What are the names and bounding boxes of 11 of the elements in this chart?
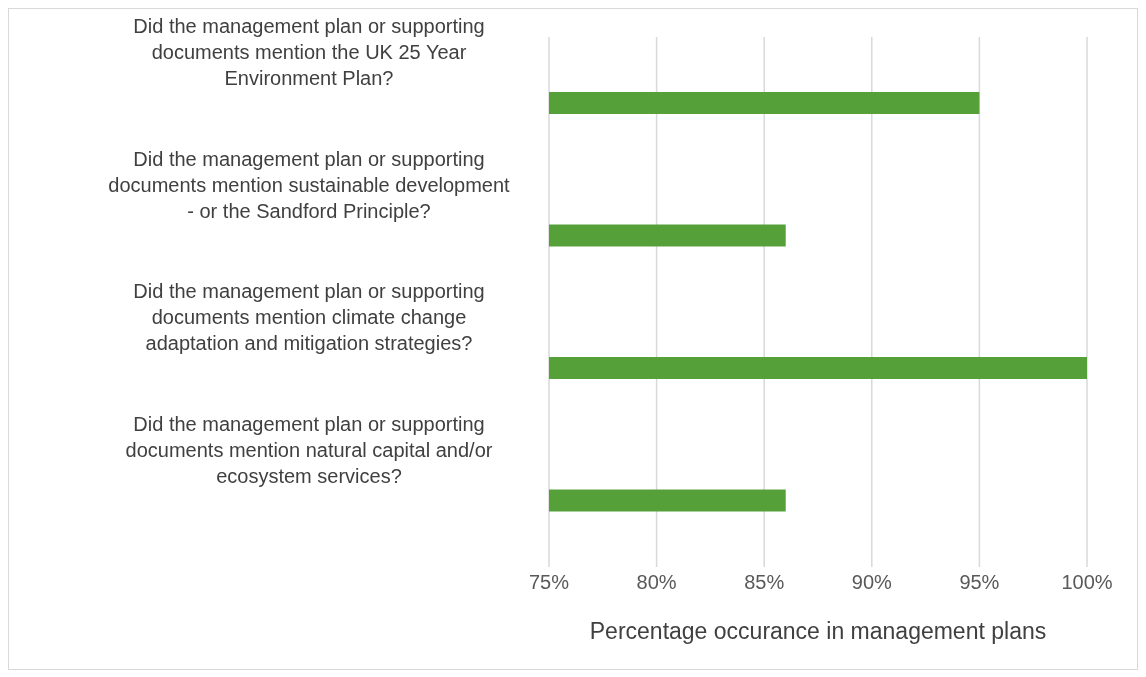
x-axis-title: Percentage occurance in management plans [589, 618, 1047, 644]
y-tick-label: Did the management plan or supporting documents mention sustainable development - or the Sandford Principle? [108, 147, 511, 222]
y-tick-label: Did the management plan or supporting documents mention the UK 25 Year Environment Plan? [133, 15, 485, 90]
x-tick-label: 100% [1061, 571, 1113, 594]
x-tick-label: 85% [744, 571, 785, 594]
x-tick-label: 75% [528, 571, 570, 594]
y-tick-label: Did the management plan or supporting documents mention climate change adaptation and mitigation strategies? [133, 280, 485, 355]
x-tick-label: 80% [636, 571, 677, 594]
x-tick-label: 90% [851, 571, 893, 594]
y-tick-label: Did the management plan or supporting documents mention natural capital and/or ecosystem services? [125, 412, 493, 487]
x-tick-label: 95% [959, 571, 1000, 594]
